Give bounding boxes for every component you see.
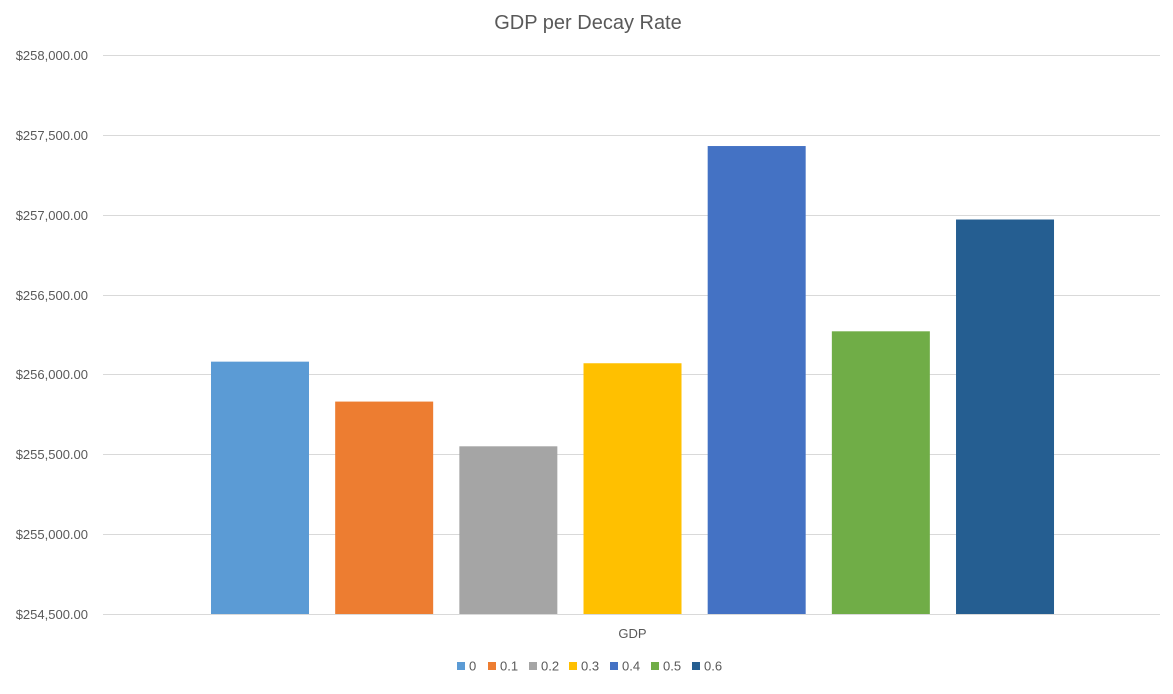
bar-series-0-1[interactable] [335, 401, 434, 614]
y-tick-label: $255,000.00 [16, 527, 88, 542]
bar-series-0-4[interactable] [707, 146, 806, 614]
legend-swatch [651, 662, 659, 670]
legend-item-0[interactable]: 0 [457, 659, 476, 674]
legend-label: 0 [469, 659, 476, 674]
legend-label: 0.6 [704, 659, 722, 674]
y-tick-label: $257,500.00 [16, 128, 88, 143]
bar-series-0-6[interactable] [956, 219, 1055, 614]
y-tick-label: $258,000.00 [16, 48, 88, 63]
legend-swatch [457, 662, 465, 670]
legend-item-0-2[interactable]: 0.2 [529, 659, 559, 674]
bar-series-0-3[interactable] [583, 363, 682, 614]
legend-swatch [610, 662, 618, 670]
legend-swatch [488, 662, 496, 670]
chart-title: GDP per Decay Rate [494, 12, 682, 34]
legend-label: 0.5 [663, 659, 681, 674]
legend-label: 0.3 [581, 659, 599, 674]
y-tick-label: $257,000.00 [16, 208, 88, 223]
legend-item-0-6[interactable]: 0.6 [692, 659, 722, 674]
y-tick-label: $256,000.00 [16, 367, 88, 382]
bar-series-0-2[interactable] [459, 446, 558, 614]
legend-label: 0.4 [622, 659, 640, 674]
y-tick-label: $256,500.00 [16, 288, 88, 303]
legend-item-0-3[interactable]: 0.3 [569, 659, 599, 674]
legend-swatch [692, 662, 700, 670]
legend-swatch [529, 662, 537, 670]
y-tick-label: $254,500.00 [16, 607, 88, 622]
bar-series-0[interactable] [211, 361, 309, 614]
legend[interactable]: 0 0.1 0.2 0.3 0.4 0.5 0.6 [457, 659, 722, 674]
bar-series-0-5[interactable] [831, 331, 930, 614]
legend-label: 0.2 [541, 659, 559, 674]
bars [211, 146, 1055, 614]
x-axis-category-labels: GDP [618, 626, 646, 641]
y-axis-tick-labels: $254,500.00 $255,000.00 $255,500.00 $256,00… [16, 48, 88, 622]
legend-item-0-5[interactable]: 0.5 [651, 659, 681, 674]
legend-swatch [569, 662, 577, 670]
legend-item-0-1[interactable]: 0.1 [488, 659, 518, 674]
legend-item-0-4[interactable]: 0.4 [610, 659, 640, 674]
legend-label: 0.1 [500, 659, 518, 674]
y-tick-label: $255,500.00 [16, 447, 88, 462]
x-category-label: GDP [618, 626, 646, 641]
